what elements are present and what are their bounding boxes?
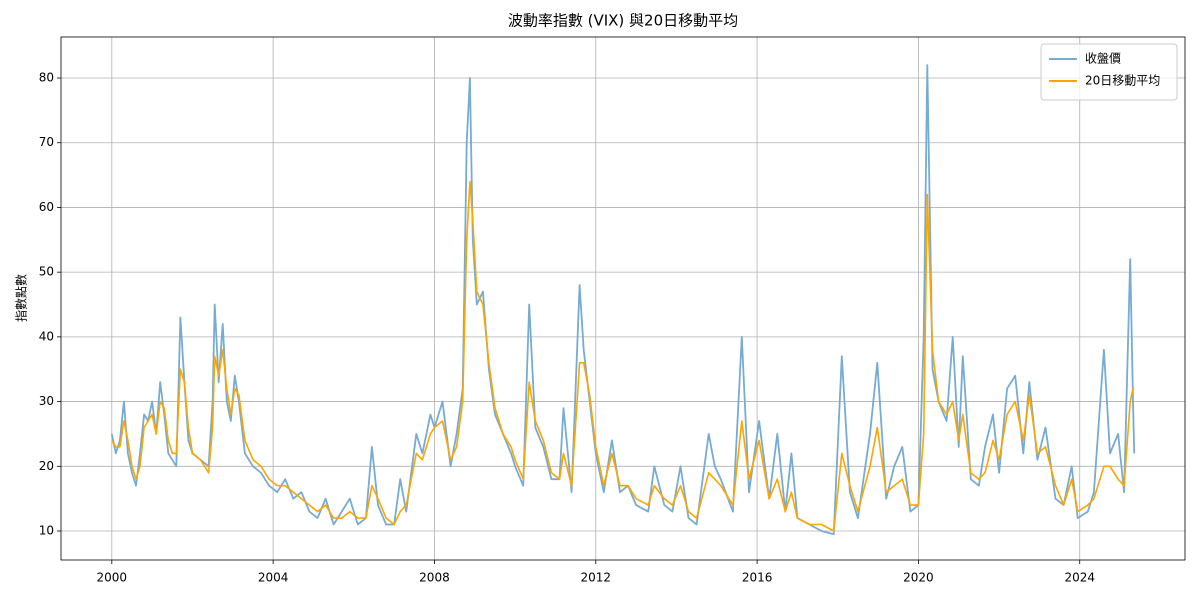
x-tick-label: 2024: [1064, 571, 1095, 585]
legend-label: 收盤價: [1085, 52, 1121, 66]
series-line: [110, 64, 1136, 536]
y-tick-label: 70: [39, 135, 54, 149]
chart-title: 波動率指數 (VIX) 與20日移動平均: [508, 12, 738, 30]
x-tick-label: 2012: [581, 571, 612, 585]
y-tick-label: 40: [39, 329, 54, 343]
y-axis-label: 指數點數: [14, 274, 29, 322]
x-tick-label: 2004: [258, 571, 289, 585]
legend-label: 20日移動平均: [1085, 74, 1160, 88]
y-tick-label: 10: [39, 524, 54, 538]
series-line: [111, 180, 1135, 532]
y-tick-label: 20: [39, 459, 54, 473]
y-tick-label: 30: [39, 394, 54, 408]
x-tick-label: 2016: [742, 571, 773, 585]
y-tick-label: 80: [39, 71, 54, 85]
y-tick-label: 60: [39, 200, 54, 214]
x-tick-label: 2008: [419, 571, 450, 585]
legend: 收盤價 20日移動平均: [1040, 43, 1178, 101]
plot-frame: [60, 36, 1186, 561]
x-tick-label: 2020: [903, 571, 934, 585]
x-tick-label: 2000: [97, 571, 128, 585]
y-tick-label: 50: [39, 265, 54, 279]
